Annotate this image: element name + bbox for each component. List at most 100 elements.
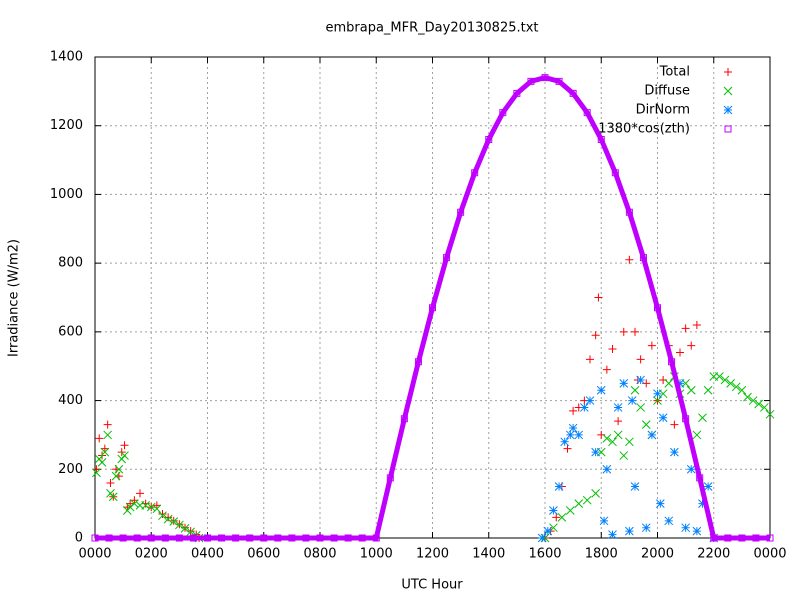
- point: [594, 293, 603, 302]
- point: [619, 327, 628, 336]
- point: [568, 423, 578, 433]
- point: [692, 430, 702, 440]
- point: [152, 504, 162, 514]
- legend-label: Diffuse: [644, 84, 690, 99]
- y-tick-label: 800: [58, 256, 83, 271]
- point: [158, 511, 167, 521]
- point: [765, 409, 775, 419]
- point: [641, 420, 651, 429]
- point: [602, 464, 612, 474]
- x-tick-label: 1800: [585, 547, 618, 562]
- point: [125, 502, 135, 512]
- point: [655, 499, 665, 508]
- point: [232, 534, 240, 542]
- point: [737, 385, 747, 395]
- point: [527, 77, 535, 85]
- point: [274, 534, 282, 542]
- point: [91, 534, 99, 542]
- point: [133, 534, 141, 542]
- point: [569, 89, 577, 97]
- point: [586, 355, 594, 364]
- point: [630, 385, 640, 395]
- point: [608, 345, 617, 354]
- point: [591, 488, 600, 498]
- y-tick-label: 600: [58, 324, 83, 339]
- chart-title: embrapa_MFR_Day20130825.txt: [325, 21, 538, 36]
- point: [611, 169, 619, 177]
- point: [147, 534, 155, 542]
- y-tick-label: 200: [58, 462, 83, 477]
- legend-marker: [724, 68, 732, 76]
- point: [499, 109, 507, 117]
- point: [698, 413, 707, 423]
- legend-label: DirNorm: [636, 103, 690, 118]
- point: [681, 523, 690, 533]
- point: [698, 499, 707, 508]
- point: [141, 501, 150, 510]
- point: [218, 534, 226, 542]
- point: [92, 468, 101, 478]
- point: [574, 499, 584, 508]
- point: [114, 464, 124, 474]
- x-tick-label: 2200: [697, 547, 730, 562]
- legend-label: 1380*cos(zth): [598, 122, 690, 137]
- point: [647, 341, 656, 350]
- point: [625, 526, 634, 536]
- point: [591, 331, 600, 340]
- point: [754, 399, 764, 409]
- point: [613, 403, 623, 412]
- y-tick-label: 1200: [50, 118, 83, 133]
- point: [619, 379, 629, 388]
- point: [752, 534, 760, 542]
- point: [686, 385, 696, 395]
- point: [675, 379, 685, 388]
- point: [647, 430, 657, 440]
- point: [485, 135, 493, 143]
- x-tick-label: 0000: [78, 547, 111, 562]
- point: [636, 403, 645, 412]
- point: [136, 489, 144, 498]
- point: [583, 109, 591, 117]
- point: [692, 320, 701, 329]
- point: [180, 524, 190, 533]
- point: [608, 437, 617, 447]
- point: [97, 458, 107, 467]
- point: [596, 385, 606, 395]
- point: [636, 355, 645, 364]
- point: [92, 465, 101, 474]
- point: [599, 516, 609, 526]
- point: [443, 254, 451, 262]
- x-tick-label: 0600: [247, 547, 280, 562]
- x-tick-label: 1000: [360, 547, 393, 562]
- point: [386, 474, 394, 482]
- point: [163, 514, 173, 524]
- point: [585, 396, 595, 405]
- curve-line: [95, 75, 770, 541]
- point: [613, 430, 623, 440]
- plot-frame: [94, 56, 771, 539]
- point: [554, 482, 564, 491]
- point: [95, 434, 104, 443]
- y-tick-label: 400: [58, 393, 83, 408]
- x-tick-label: 1600: [528, 547, 561, 562]
- point: [692, 526, 702, 536]
- point: [631, 327, 639, 336]
- point: [471, 169, 479, 177]
- point: [653, 389, 662, 399]
- point: [400, 415, 408, 423]
- point: [260, 534, 268, 542]
- point: [687, 341, 696, 350]
- legend-marker: [723, 86, 733, 96]
- point: [619, 451, 629, 460]
- point: [103, 420, 112, 429]
- point: [555, 77, 563, 85]
- x-tick-label: 0800: [303, 547, 336, 562]
- point: [372, 534, 380, 542]
- point: [681, 324, 690, 333]
- point: [614, 417, 623, 426]
- point: [344, 534, 352, 542]
- x-tick-label: 0000: [753, 547, 786, 562]
- point: [686, 464, 696, 474]
- point: [543, 526, 553, 536]
- point: [625, 437, 634, 447]
